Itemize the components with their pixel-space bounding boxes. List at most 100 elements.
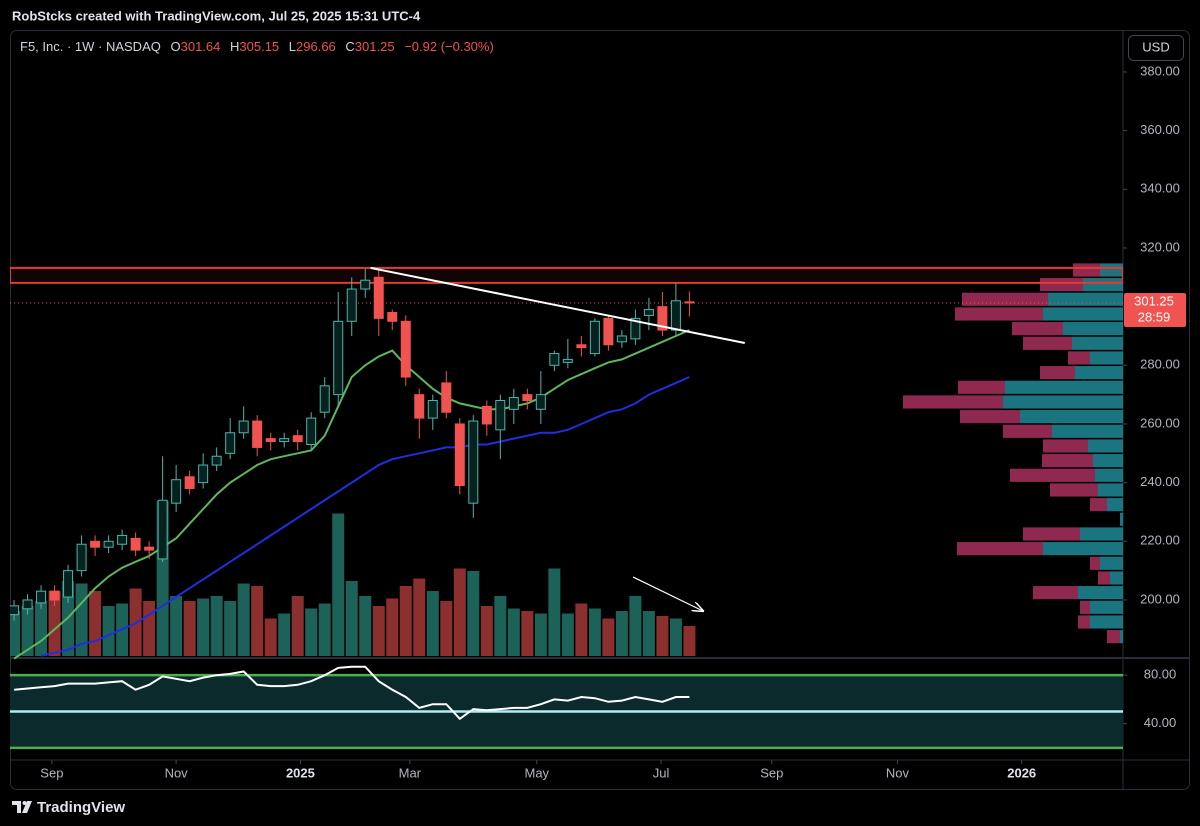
candle-body: [333, 320, 344, 396]
candle-body: [184, 476, 195, 489]
chart-frame: [10, 30, 1190, 790]
y-tick-label: 340.00: [1140, 181, 1180, 196]
volume-bar: [197, 598, 210, 656]
profile-down: [1040, 278, 1083, 292]
volume-bar: [21, 606, 34, 656]
profile-up: [1098, 483, 1123, 497]
x-tick-label: Jul: [653, 765, 670, 780]
moving-average: [13, 329, 690, 660]
profile-up: [1095, 468, 1123, 482]
x-tick-label: Sep: [40, 765, 63, 780]
candle-body: [387, 311, 398, 322]
profile-up: [1003, 395, 1123, 409]
brand: TradingView: [37, 799, 125, 816]
volume-bar: [318, 603, 331, 656]
candle-body: [49, 590, 60, 601]
y-tick-label: 360.00: [1140, 122, 1180, 137]
resistance-zone: [10, 266, 1123, 284]
volume-bar: [413, 578, 426, 656]
candle-body: [657, 306, 668, 331]
volume-bar: [48, 591, 61, 656]
volume-bar: [467, 571, 480, 656]
header: RobStcks created with TradingView.com, J…: [12, 8, 421, 23]
candle-body: [292, 435, 303, 443]
ohlc-label: C: [345, 39, 354, 54]
candle-body: [468, 420, 479, 504]
candle-body: [576, 344, 587, 349]
candle-body: [495, 399, 506, 431]
annotation-arrow: [632, 576, 703, 611]
profile-down: [1012, 322, 1063, 336]
candle-body: [211, 455, 222, 466]
profile-down: [1043, 439, 1088, 453]
volume-bar: [278, 613, 291, 656]
profile-up: [1048, 292, 1123, 306]
profile-down: [1010, 468, 1095, 482]
profile-up: [1043, 542, 1123, 556]
volume-bar: [453, 568, 466, 656]
profile-up: [1107, 498, 1123, 512]
candle-body: [90, 540, 101, 548]
profile-down: [1068, 351, 1090, 365]
volume-bar: [426, 591, 439, 656]
volume-bar: [386, 598, 399, 656]
y-tick-label: 220.00: [1140, 533, 1180, 548]
y-tick-label: 200.00: [1140, 591, 1180, 606]
rsi-tick-label: 80.00: [1144, 667, 1177, 682]
candle-body: [522, 394, 533, 401]
candle-body: [144, 546, 155, 551]
candle-body: [130, 537, 141, 551]
candle-body: [36, 590, 47, 604]
profile-up: [1110, 571, 1123, 585]
profile-down: [960, 410, 1020, 424]
y-tick-label: 320.00: [1140, 239, 1180, 254]
candle-body: [76, 543, 87, 572]
x-tick-label: May: [525, 765, 550, 780]
x-tick-label: 2026: [1007, 765, 1036, 780]
profile-up: [1088, 439, 1123, 453]
profile-down: [1080, 600, 1090, 614]
volume-bar: [494, 596, 507, 656]
currency-button[interactable]: [1128, 35, 1184, 61]
y-tick-label: 280.00: [1140, 357, 1180, 372]
volume-bar: [75, 583, 88, 656]
ohlc-value: 301.64: [181, 39, 221, 54]
candle-body: [22, 599, 33, 610]
candle-body: [238, 420, 249, 434]
volume-bar: [507, 608, 520, 656]
volume-bar: [372, 606, 385, 656]
candle-body: [643, 309, 654, 316]
volume-bar: [642, 611, 655, 656]
profile-up: [1090, 615, 1123, 629]
profile-up: [1090, 600, 1123, 614]
ohlc-label: L: [289, 39, 296, 54]
change: −0.92 (−0.30%): [404, 39, 494, 54]
trendline: [370, 266, 745, 344]
candle-body: [117, 534, 128, 545]
candle-body: [562, 358, 573, 363]
profile-down: [962, 292, 1048, 306]
profile-down: [1003, 424, 1052, 438]
volume-bar: [251, 586, 264, 656]
volume-bar: [35, 601, 48, 656]
volume-bar: [10, 611, 21, 656]
volume-bar: [440, 601, 453, 656]
candle-body: [441, 382, 452, 413]
axes: 200.00220.00240.00260.00280.00300.00320.…: [40, 63, 1186, 780]
profile-up: [1005, 380, 1123, 394]
rsi-line: [14, 665, 690, 721]
candle-body: [508, 397, 519, 410]
candle-body: [630, 317, 641, 340]
candle-body: [535, 394, 546, 410]
y-tick-label: 380.00: [1140, 63, 1180, 78]
profile-down: [1078, 615, 1090, 629]
profile-up: [1090, 351, 1123, 365]
profile-up: [1072, 336, 1123, 350]
volume-bar: [224, 601, 237, 656]
candle-body: [427, 399, 438, 419]
profile-down: [1023, 336, 1072, 350]
moving-average: [40, 376, 690, 657]
candle-body: [454, 423, 465, 487]
